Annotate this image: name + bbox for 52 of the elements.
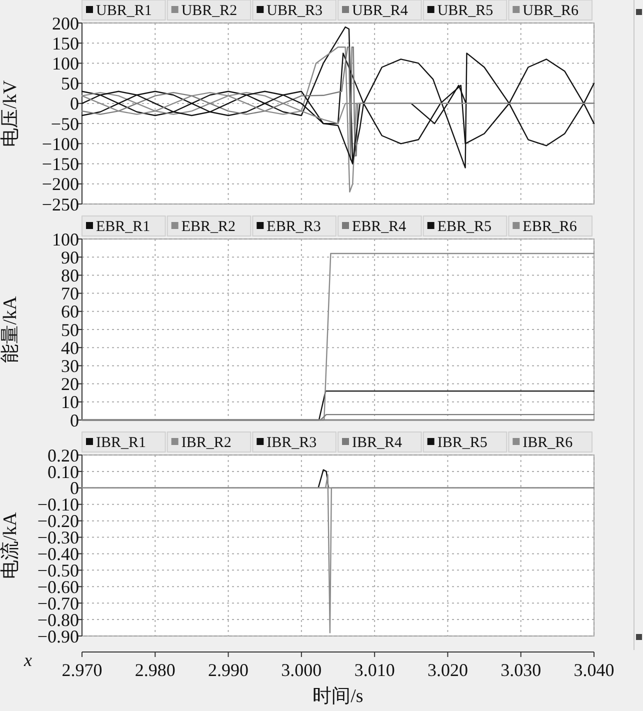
x-tick-label: 3.010	[354, 660, 395, 680]
y-tick-label: 100	[52, 229, 79, 250]
legend-label: IBR_R6	[522, 435, 574, 451]
legend-label: UBR_R1	[96, 3, 152, 19]
y-tick-label: −250	[42, 194, 79, 214]
legend-label: UBR_R3	[266, 3, 323, 19]
legend-label: EBR_R4	[352, 219, 407, 235]
legend-label: EBR_R3	[266, 219, 321, 235]
y-tick-label: 150	[52, 33, 79, 54]
x-tick-label: 2.970	[62, 660, 102, 680]
legend-label: EBR_R2	[181, 219, 236, 235]
y-tick-label: −100	[42, 134, 79, 154]
y-tick-label: −200	[42, 174, 79, 194]
legend-label: IBR_R3	[266, 435, 317, 451]
legend-label: EBR_R5	[437, 219, 492, 235]
y-tick-label: 0	[70, 410, 79, 430]
y-tick-label: 30	[61, 356, 79, 376]
legend-label: UBR_R6	[522, 3, 580, 19]
y-tick-label: 100	[52, 54, 79, 74]
x-tick-label: 3.020	[427, 660, 468, 680]
x-axis-title: 时间/s	[312, 686, 364, 707]
x-tick-label: 3.000	[281, 660, 322, 680]
legend-label: IBR_R5	[437, 435, 488, 451]
legend-label: IBR_R4	[352, 435, 403, 451]
y-tick-label: 40	[61, 338, 79, 358]
x-tick-label: 2.980	[134, 660, 176, 680]
y-tick-label: 90	[61, 247, 79, 268]
legend-label: EBR_R6	[522, 219, 578, 235]
y-tick-label: 200	[52, 13, 79, 34]
legend-label: UBR_R4	[352, 3, 408, 19]
x-tick-label: 3.040	[574, 660, 614, 680]
y-tick-label: −150	[42, 154, 79, 174]
y-tick-label: 20	[61, 374, 79, 394]
legend-label: EBR_R1	[96, 219, 150, 235]
x-tick-label: 3.030	[500, 660, 542, 680]
y-tick-label: 50	[61, 74, 79, 94]
legend-label: IBR_R1	[96, 435, 146, 451]
y-tick-label: 80	[61, 266, 79, 286]
legend-label: UBR_R5	[437, 3, 494, 19]
y-tick-label: 70	[61, 284, 79, 304]
y-axis-title: 电压/kV	[0, 80, 21, 147]
y-axis-title: 电流/kA	[0, 512, 21, 579]
x-tick-label: 2.990	[208, 660, 249, 680]
y-axis-title: 能量/kA	[0, 296, 21, 363]
text: x	[23, 650, 32, 670]
y-tick-label: 60	[61, 302, 79, 322]
legend-label: IBR_R2	[181, 435, 232, 451]
y-tick-label: 50	[61, 320, 79, 340]
y-tick-label: 0	[70, 94, 79, 114]
legend-label: UBR_R2	[181, 3, 238, 19]
y-tick-label: 10	[61, 392, 79, 412]
y-tick-label: −50	[50, 114, 79, 134]
